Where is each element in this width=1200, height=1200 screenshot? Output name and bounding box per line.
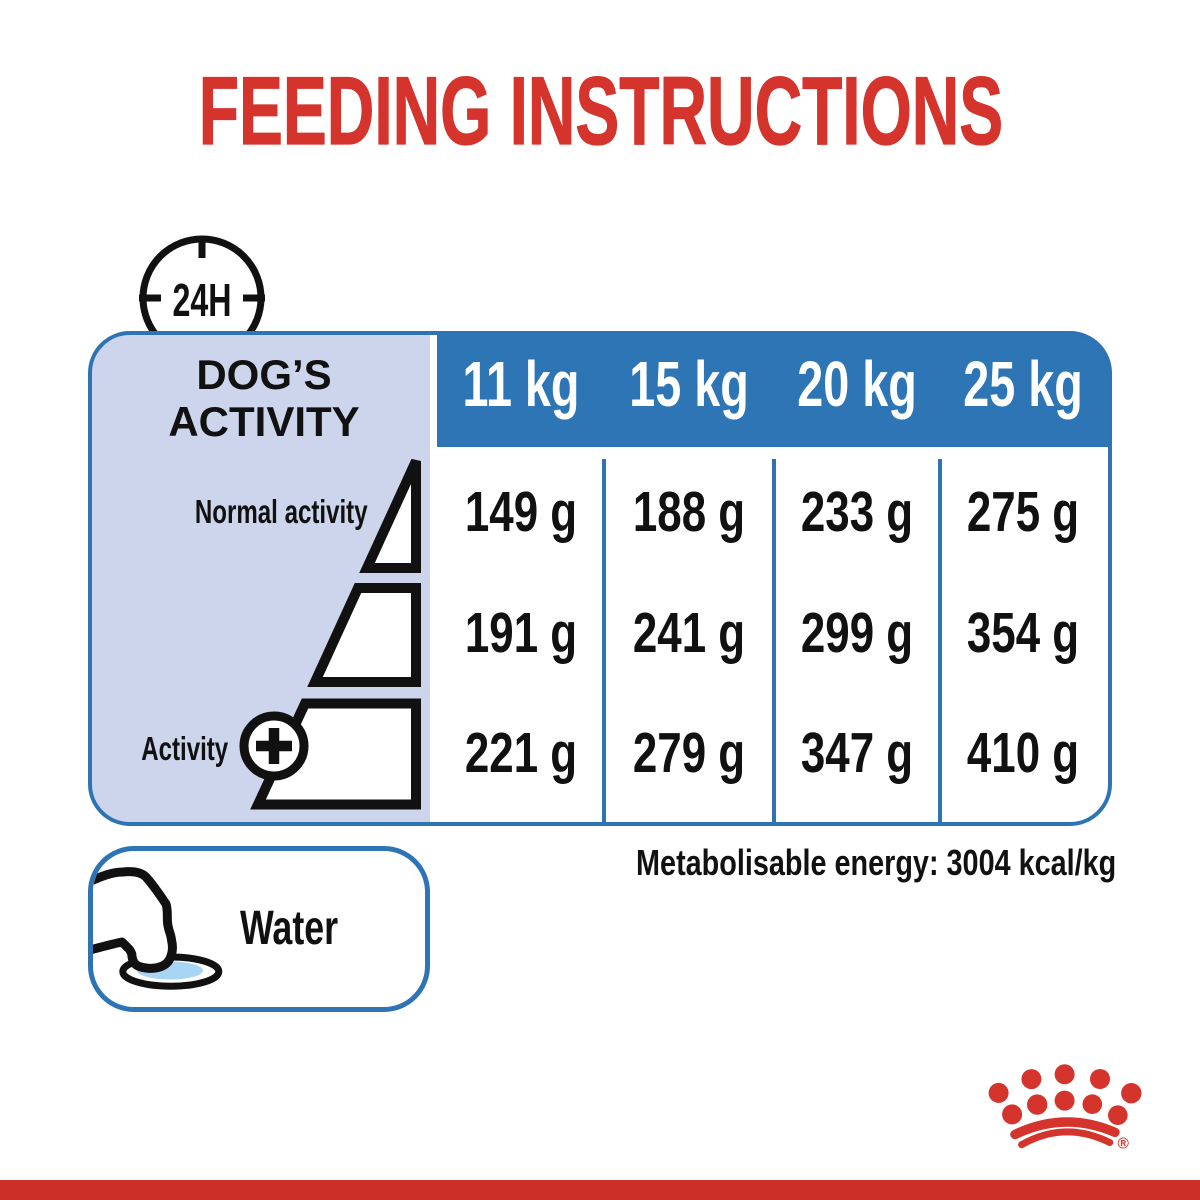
- svg-text:®: ®: [1118, 1136, 1130, 1153]
